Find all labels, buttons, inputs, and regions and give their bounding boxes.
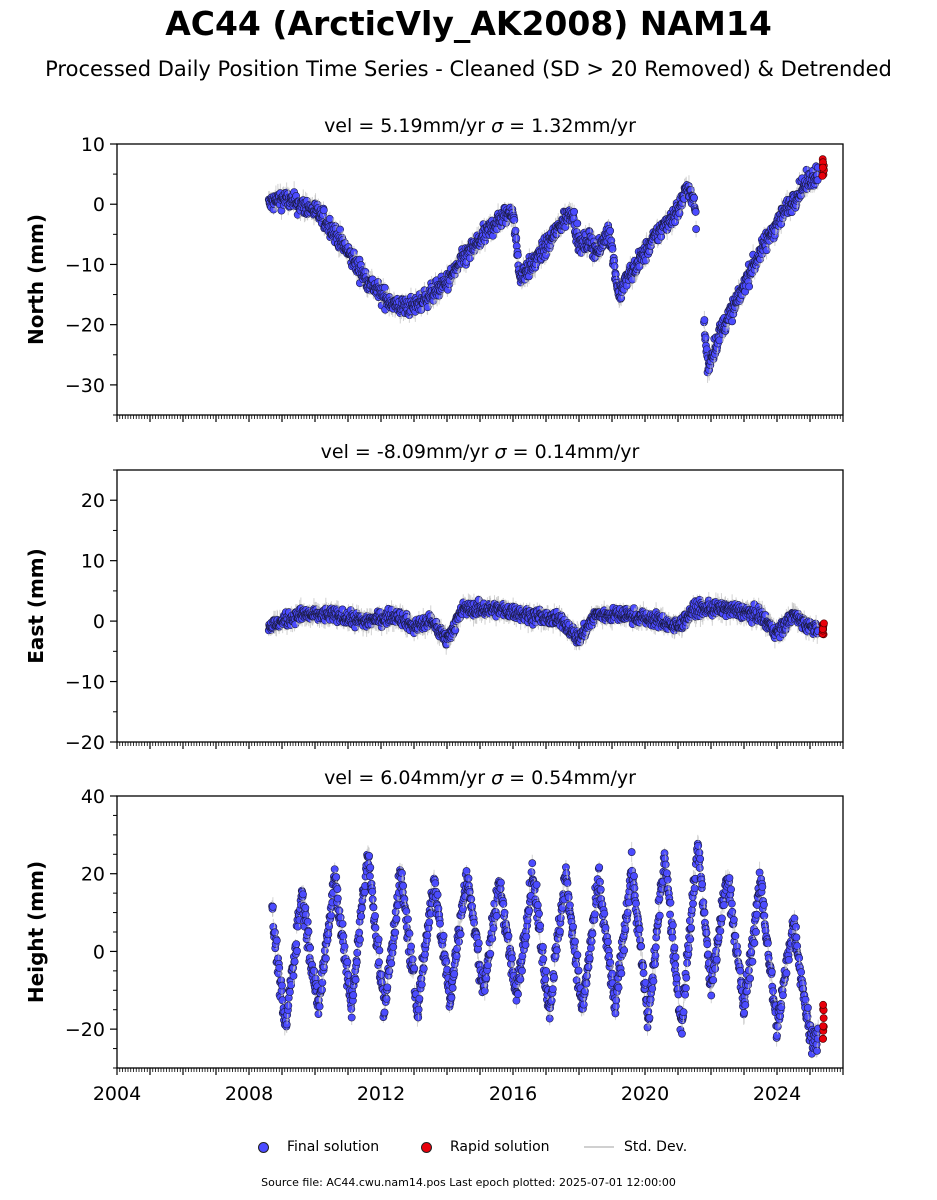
final-point	[513, 251, 522, 259]
final-point	[728, 317, 737, 326]
final-point	[608, 245, 617, 253]
final-point	[745, 282, 754, 291]
data-points	[264, 155, 828, 383]
panel-title-vel: vel = -8.09mm/yr	[321, 441, 495, 463]
panel-title-sigma-symbol: σ	[491, 115, 504, 137]
final-point	[573, 219, 582, 228]
plot-frame	[116, 143, 844, 416]
final-point	[510, 216, 519, 224]
final-point	[319, 206, 328, 215]
final-point	[570, 207, 579, 216]
y-tick-label: −30	[65, 375, 105, 397]
y-axis-label: North (mm)	[24, 214, 48, 345]
rapid-point	[818, 171, 827, 180]
y-axis-label: East (mm)	[24, 548, 48, 664]
panel-title-vel: vel = 5.19mm/yr	[324, 115, 491, 137]
y-tick-label: 0	[93, 194, 105, 216]
y-tick-label: 10	[81, 134, 105, 156]
final-point	[610, 262, 619, 271]
subtitle: Processed Daily Position Time Series - C…	[0, 57, 937, 81]
y-tick-label: −10	[65, 254, 105, 276]
panel-title: vel = 5.19mm/yr σ = 1.32mm/yr	[324, 115, 636, 137]
main-title: AC44 (ArcticVly_AK2008) NAM14	[0, 4, 937, 43]
panel-title-sigma-symbol: σ	[495, 441, 508, 463]
final-point	[606, 227, 615, 235]
final-point	[691, 208, 700, 216]
data-points	[264, 592, 828, 655]
panel-title: vel = -8.09mm/yr σ = 0.14mm/yr	[321, 441, 640, 463]
final-point	[692, 225, 700, 233]
panel-title-sigma: = 0.14mm/yr	[507, 441, 640, 463]
final-point	[325, 214, 334, 223]
y-tick-label: −20	[65, 315, 105, 337]
final-point	[700, 316, 709, 324]
final-point	[336, 225, 344, 234]
final-point	[380, 283, 389, 292]
final-point	[690, 193, 699, 202]
panel-title-sigma: = 1.32mm/yr	[503, 115, 636, 137]
rapid-point	[818, 163, 827, 172]
